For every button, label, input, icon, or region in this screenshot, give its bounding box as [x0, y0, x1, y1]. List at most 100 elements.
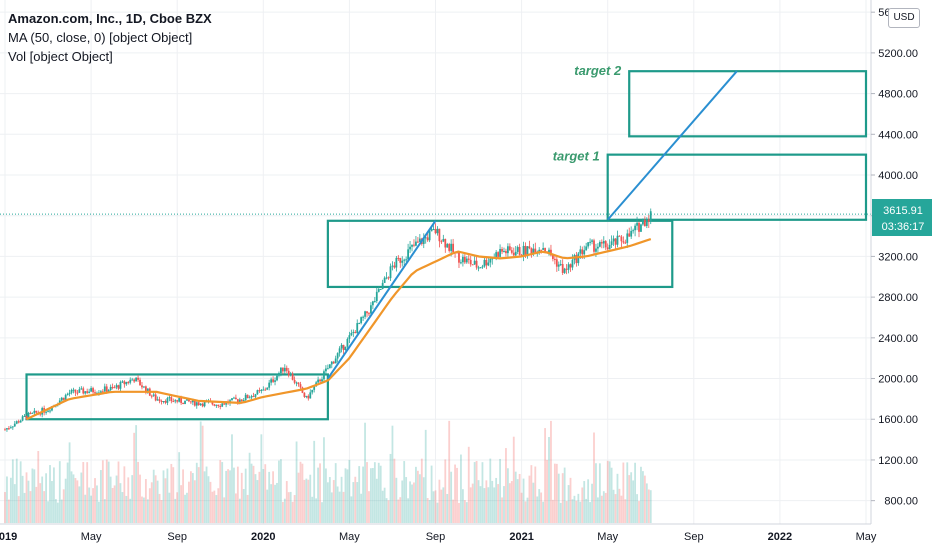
candle-body: [176, 400, 179, 402]
candle-body: [569, 264, 572, 268]
candle-body: [561, 264, 564, 273]
volume-bar: [201, 425, 204, 523]
range-box-3[interactable]: [606, 153, 868, 221]
candle-body: [371, 301, 374, 306]
candle-body: [593, 240, 595, 252]
candle-body: [499, 248, 501, 257]
candle-body: [418, 238, 421, 242]
candle-body: [76, 392, 79, 394]
candle-body: [548, 249, 550, 253]
candle-body: [348, 335, 351, 339]
volume-bar: [640, 466, 642, 523]
candle-body: [258, 390, 261, 392]
candle-body: [164, 401, 167, 403]
x-tick-label: Sep: [167, 531, 187, 543]
volume-bar: [338, 491, 341, 523]
x-tick-label: May: [81, 531, 102, 543]
volume-bar: [127, 477, 130, 523]
volume-bar: [252, 465, 255, 523]
candle-body: [581, 249, 584, 255]
symbol-title[interactable]: Amazon.com, Inc., 1D, Cboe BZX: [8, 11, 212, 26]
volume-bar: [401, 480, 404, 523]
volume-bar: [203, 471, 206, 523]
candle-body: [90, 388, 92, 392]
volume-bar: [281, 501, 284, 523]
volume-bar: [178, 452, 181, 523]
range-box-1[interactable]: [25, 373, 329, 421]
x-tick-label: 2019: [0, 531, 17, 543]
volume-bar: [542, 501, 545, 523]
price-axis[interactable]: 5600.005200.004800.004400.004000.003600.…: [871, 7, 918, 508]
currency-button[interactable]: USD: [888, 8, 920, 28]
volume-bar: [602, 491, 605, 523]
candle-body: [606, 247, 609, 250]
target-2-label: target 2: [574, 63, 622, 78]
time-axis[interactable]: 2019 May Sep 2020 May Sep 2021 May Sep 2022 May: [0, 531, 877, 543]
volume-bar: [530, 465, 533, 523]
volume-bar: [301, 463, 304, 523]
candle-body: [389, 266, 392, 279]
volume-bar: [432, 491, 435, 523]
volume-bar: [164, 478, 167, 523]
candle-body: [189, 401, 192, 403]
volume-bar: [41, 476, 44, 523]
volume-bar: [238, 498, 241, 523]
volume-bar: [321, 502, 323, 523]
candle-body: [575, 255, 578, 264]
volume-bar: [35, 486, 38, 523]
candle-body: [624, 242, 627, 244]
volume-indicator-label[interactable]: Vol [object Object]: [8, 49, 113, 64]
volume-bar: [399, 497, 402, 523]
volume-bar: [131, 475, 134, 523]
volume-bar: [125, 495, 128, 523]
candle-body: [88, 391, 91, 393]
candle-body: [244, 394, 247, 401]
volume-bar: [103, 499, 106, 523]
candle-body: [366, 311, 368, 314]
candle-body: [530, 248, 533, 254]
candle-body: [270, 379, 273, 383]
price-badge-countdown: 03:36:17: [882, 221, 925, 233]
volume-bar: [550, 420, 552, 523]
volume-bar: [452, 499, 455, 523]
volume-bar: [68, 442, 71, 523]
volume-bar: [387, 500, 390, 523]
trendline-2[interactable]: [606, 70, 738, 221]
candle-body: [487, 262, 490, 266]
volume-bar: [469, 487, 472, 523]
candle-body: [139, 379, 141, 386]
candle-body: [354, 331, 357, 334]
volume-bar: [332, 480, 335, 523]
candle-body: [458, 252, 460, 263]
candle-body: [538, 249, 541, 252]
candle-body: [233, 397, 235, 399]
candle-body: [117, 385, 120, 389]
volume-bar: [88, 487, 91, 523]
volume-bar: [325, 468, 327, 523]
volume-bar: [442, 487, 445, 523]
volume-bar: [76, 480, 79, 523]
range-box-2[interactable]: [326, 219, 674, 289]
ma-indicator-label[interactable]: MA (50, close, 0) [object Object]: [8, 30, 193, 45]
volume-bar: [123, 466, 126, 523]
volume-bar: [330, 492, 333, 523]
volume-bar: [195, 462, 198, 523]
candle-body: [450, 243, 453, 251]
current-price-badge: 3615.91 03:36:17: [872, 199, 932, 236]
volume-bar: [254, 474, 257, 523]
candle-body: [563, 268, 566, 273]
volume-bar: [8, 499, 10, 523]
volume-bar: [287, 492, 290, 523]
candle-body: [434, 229, 437, 234]
volume-bar: [264, 464, 267, 523]
candle-body: [238, 399, 241, 403]
candle-body: [387, 277, 390, 279]
volume-bar: [37, 450, 40, 523]
volume-bar: [512, 436, 515, 523]
candle-body: [6, 428, 8, 430]
trendline-1[interactable]: [327, 220, 437, 380]
candle-body: [600, 242, 603, 244]
volume-bar: [176, 492, 179, 523]
range-box-4[interactable]: [628, 70, 868, 138]
